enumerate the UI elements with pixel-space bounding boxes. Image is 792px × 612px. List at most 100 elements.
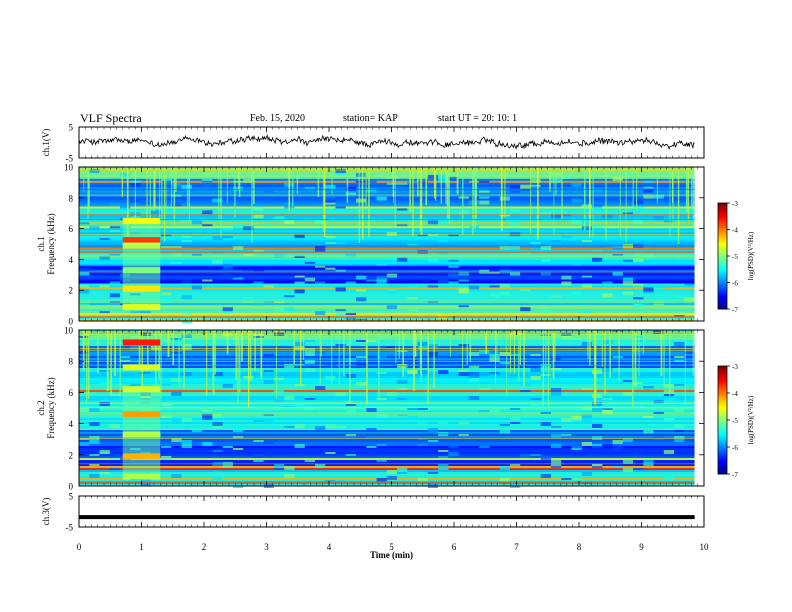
noise-cell bbox=[530, 454, 541, 456]
colorbar-cell bbox=[718, 400, 727, 403]
colorbar-cell bbox=[718, 457, 727, 460]
noise-cell bbox=[592, 334, 603, 338]
noise-cell bbox=[653, 287, 664, 290]
noise-cell bbox=[99, 370, 110, 372]
noise-cell bbox=[612, 245, 623, 248]
noise-cell bbox=[550, 392, 562, 396]
noise-cell bbox=[345, 358, 357, 362]
noise-cell bbox=[314, 426, 326, 430]
noise-cell bbox=[612, 440, 623, 444]
noise-cell bbox=[325, 376, 336, 380]
noise-cell bbox=[120, 204, 131, 209]
noise-cell bbox=[253, 249, 264, 252]
colorbar-cell bbox=[718, 280, 727, 283]
noise-cell bbox=[427, 174, 439, 179]
noise-cell bbox=[273, 464, 285, 468]
noise-cell bbox=[468, 226, 480, 229]
noise-cell bbox=[79, 222, 90, 225]
noise-cell bbox=[499, 245, 510, 250]
noise-cell bbox=[612, 253, 623, 256]
noise-cell bbox=[79, 408, 90, 412]
noise-cell bbox=[448, 234, 459, 237]
noise-cell bbox=[571, 182, 582, 187]
colorbar-cell bbox=[718, 240, 727, 243]
colorbar-cell bbox=[718, 291, 727, 294]
noise-cell bbox=[530, 384, 541, 386]
noise-cell bbox=[561, 275, 572, 280]
noise-cell bbox=[509, 184, 521, 189]
noise-cell bbox=[79, 438, 90, 440]
burst-band bbox=[122, 242, 161, 249]
noise-cell bbox=[592, 226, 603, 229]
noise-cell bbox=[140, 332, 151, 336]
noise-cell bbox=[161, 416, 172, 418]
colorbar-cell bbox=[718, 468, 727, 471]
noise-cell bbox=[407, 244, 418, 246]
frequency-band bbox=[79, 190, 695, 193]
noise-cell bbox=[181, 236, 192, 239]
burst-band bbox=[122, 304, 161, 311]
noise-cell bbox=[130, 336, 141, 338]
colorbar-tick-label: -5 bbox=[732, 417, 738, 425]
frequency-band bbox=[79, 464, 695, 467]
colorbar-cell bbox=[718, 293, 727, 296]
y-tick-label-panel-3: 2 bbox=[69, 450, 74, 460]
noise-cell bbox=[79, 289, 90, 294]
frequency-band bbox=[79, 186, 695, 190]
frequency-band bbox=[79, 438, 695, 441]
colorbar-cell bbox=[718, 259, 727, 262]
y-tick-label-panel-4: 5 bbox=[69, 492, 74, 502]
noise-cell bbox=[356, 364, 367, 366]
noise-cell bbox=[581, 184, 593, 187]
frequency-band bbox=[79, 170, 695, 174]
noise-cell bbox=[222, 466, 233, 468]
y-tick-label-panel-2: 2 bbox=[69, 286, 74, 296]
noise-cell bbox=[489, 358, 500, 362]
noise-cell bbox=[325, 242, 336, 244]
noise-cell bbox=[663, 450, 675, 454]
colorbar-cell bbox=[718, 250, 727, 253]
noise-cell bbox=[314, 464, 326, 468]
noise-cell bbox=[345, 454, 357, 456]
noise-cell bbox=[243, 178, 254, 183]
noise-cell bbox=[633, 200, 644, 205]
noise-cell bbox=[366, 279, 377, 282]
colorbar-tick-label: -3 bbox=[732, 200, 738, 208]
noise-cell bbox=[674, 275, 685, 278]
noise-cell bbox=[602, 281, 613, 284]
noise-cell bbox=[181, 346, 192, 350]
noise-cell bbox=[684, 297, 695, 302]
frequency-band bbox=[79, 342, 695, 345]
noise-cell bbox=[263, 285, 274, 288]
noise-cell bbox=[263, 420, 274, 422]
noise-cell bbox=[314, 386, 326, 390]
noise-cell bbox=[674, 315, 685, 318]
noise-cell bbox=[633, 297, 644, 300]
noise-cell bbox=[243, 226, 254, 231]
noise-cell bbox=[397, 472, 408, 474]
noise-cell bbox=[273, 332, 285, 336]
frequency-band bbox=[79, 297, 695, 300]
noise-cell bbox=[581, 220, 593, 225]
frequency-band bbox=[79, 208, 695, 211]
noise-cell bbox=[79, 440, 90, 442]
noise-cell bbox=[325, 184, 336, 189]
noise-cell bbox=[530, 398, 541, 400]
colorbar-cell bbox=[718, 305, 727, 308]
colorbar-cell bbox=[718, 247, 727, 250]
frequency-band bbox=[79, 317, 695, 320]
noise-cell bbox=[612, 330, 623, 332]
noise-cell bbox=[345, 313, 357, 316]
noise-cell bbox=[212, 422, 223, 426]
noise-cell bbox=[489, 372, 500, 374]
burst-region bbox=[122, 222, 161, 309]
frequency-band bbox=[79, 216, 695, 219]
noise-cell bbox=[109, 281, 121, 284]
noise-cell bbox=[191, 438, 203, 440]
noise-cell bbox=[109, 458, 121, 460]
noise-cell bbox=[438, 370, 449, 374]
noise-cell bbox=[345, 281, 357, 284]
noise-cell bbox=[284, 474, 295, 478]
colorbar-tick-label: -3 bbox=[732, 363, 738, 371]
noise-cell bbox=[540, 374, 551, 376]
